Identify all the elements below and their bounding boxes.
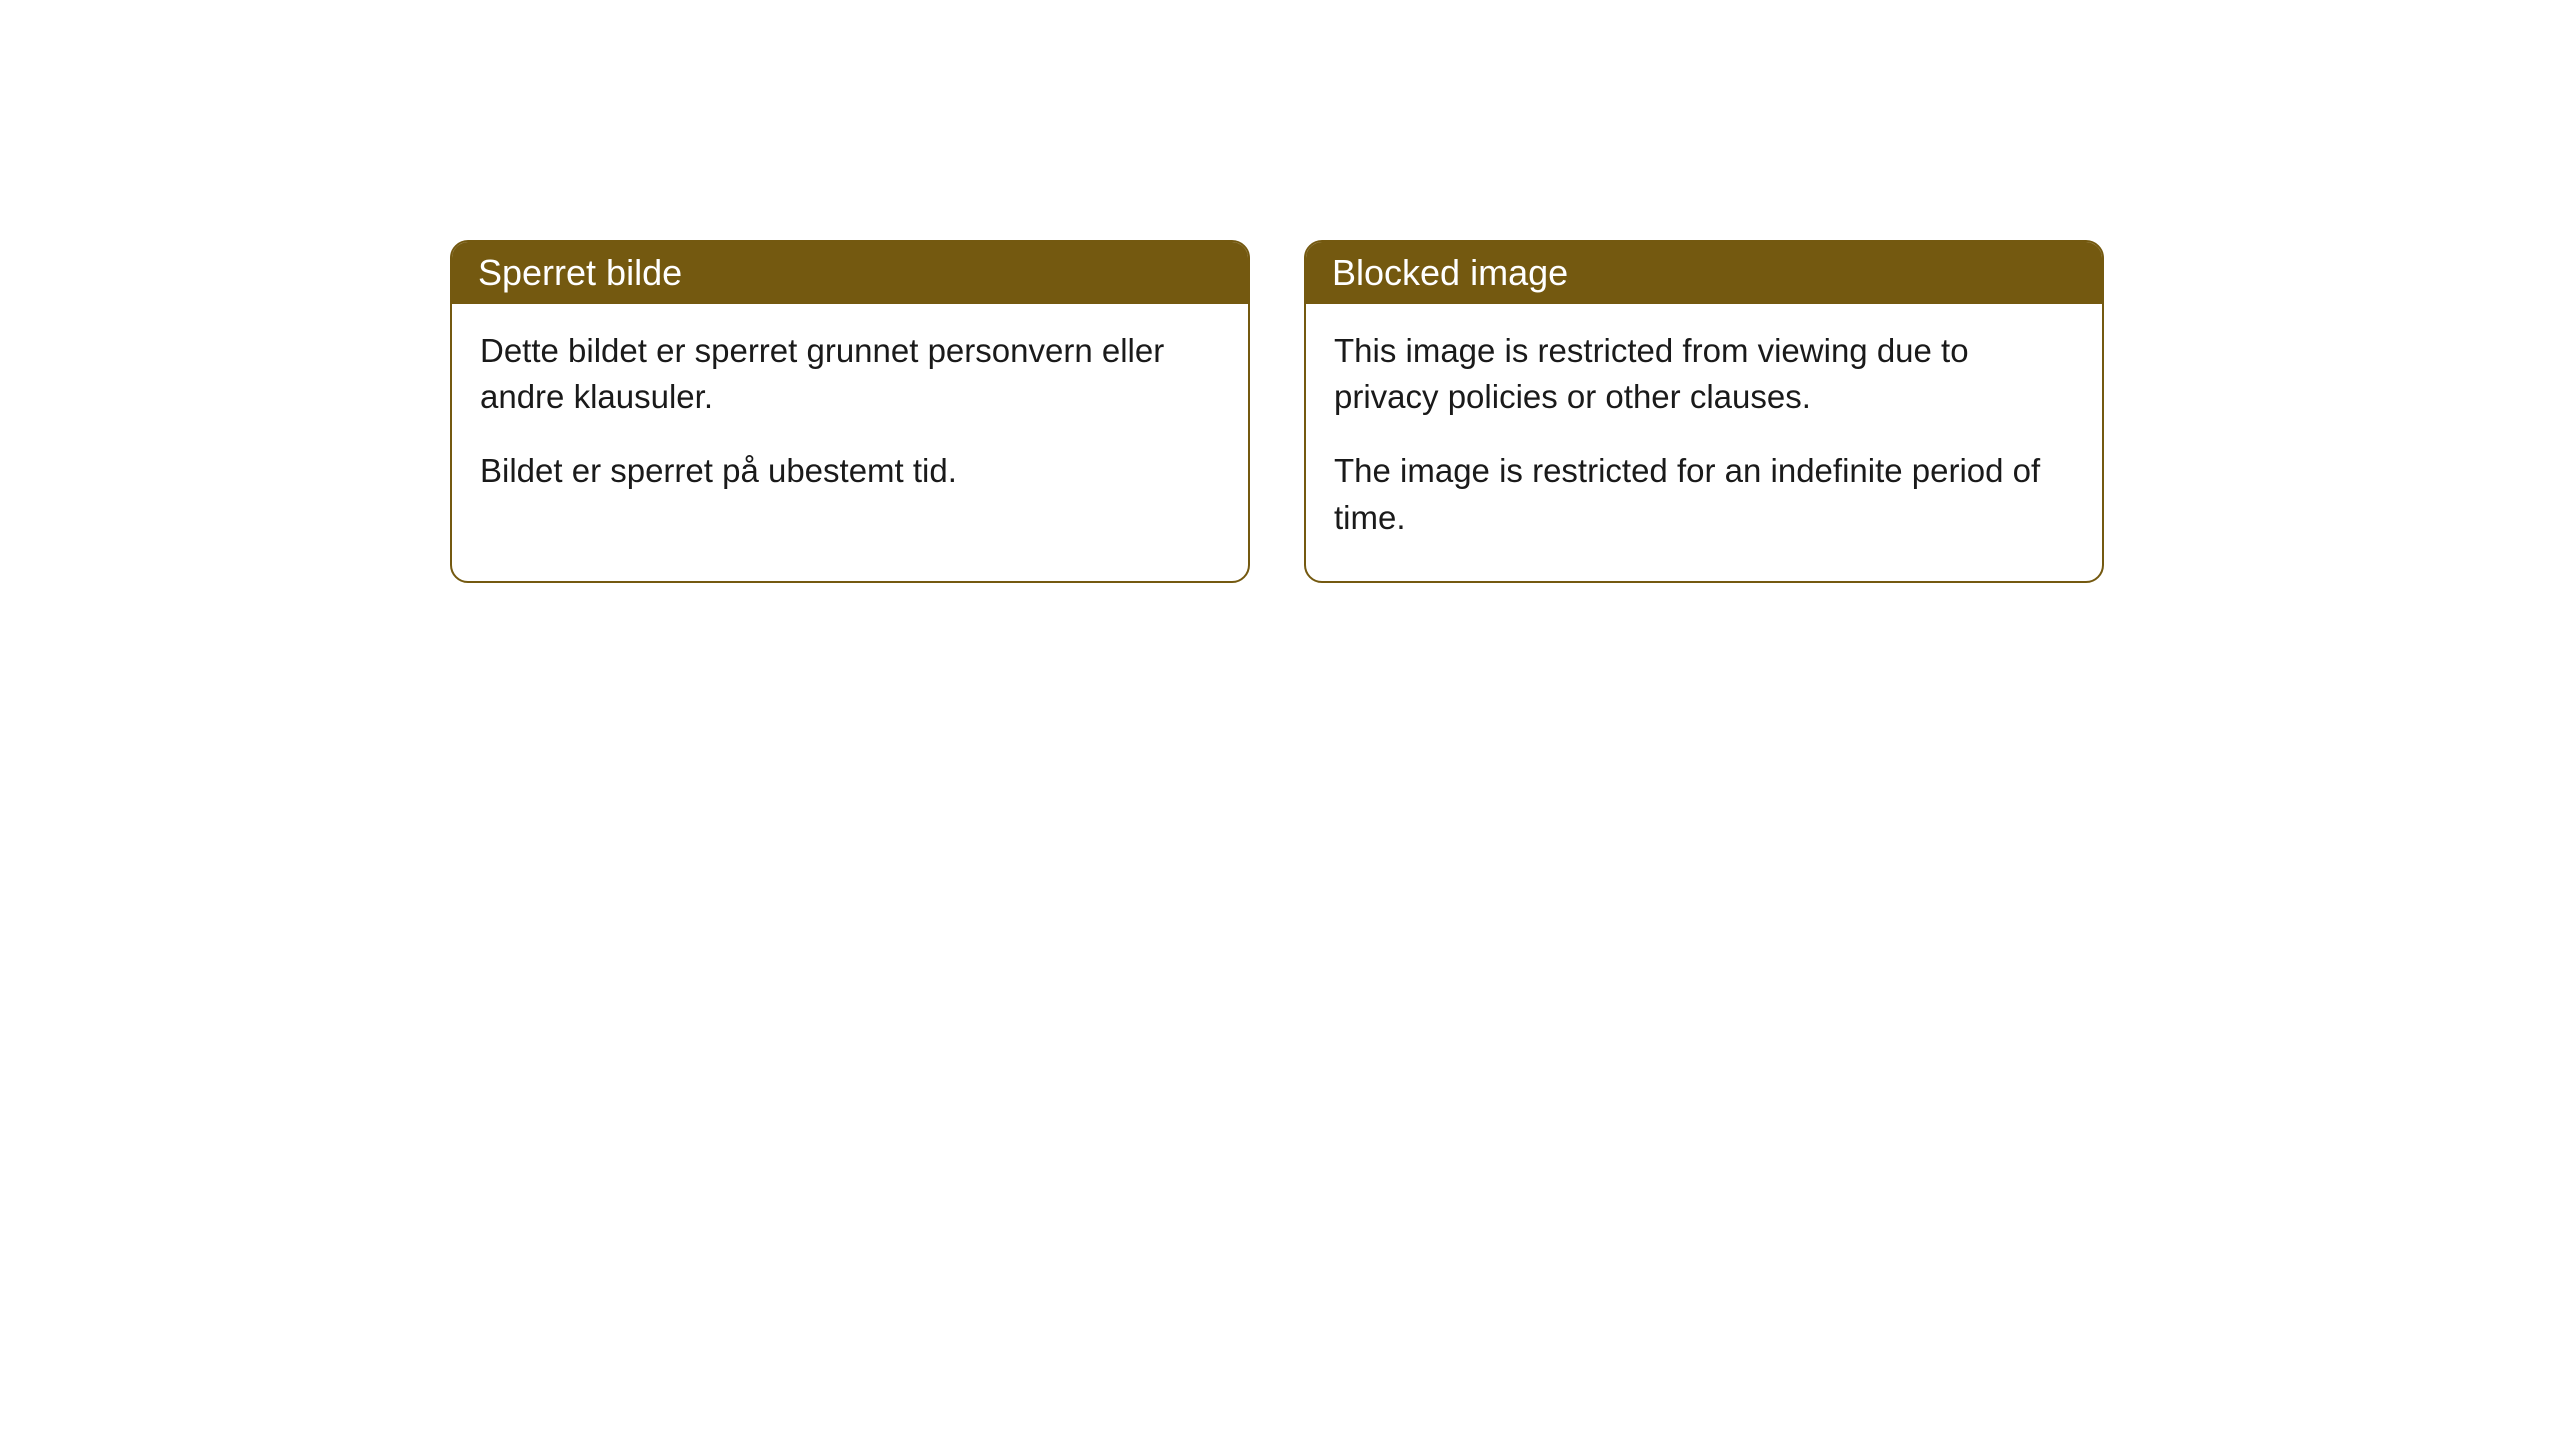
card-title-norwegian: Sperret bilde bbox=[478, 252, 682, 293]
card-body-english: This image is restricted from viewing du… bbox=[1306, 304, 2102, 581]
card-paragraph-1-english: This image is restricted from viewing du… bbox=[1334, 328, 2074, 420]
card-body-norwegian: Dette bildet er sperret grunnet personve… bbox=[452, 304, 1248, 535]
blocked-image-card-english: Blocked image This image is restricted f… bbox=[1304, 240, 2104, 583]
blocked-image-card-norwegian: Sperret bilde Dette bildet er sperret gr… bbox=[450, 240, 1250, 583]
card-paragraph-2-english: The image is restricted for an indefinit… bbox=[1334, 448, 2074, 540]
card-title-english: Blocked image bbox=[1332, 252, 1568, 293]
card-paragraph-2-norwegian: Bildet er sperret på ubestemt tid. bbox=[480, 448, 1220, 494]
card-header-english: Blocked image bbox=[1306, 242, 2102, 304]
card-header-norwegian: Sperret bilde bbox=[452, 242, 1248, 304]
card-paragraph-1-norwegian: Dette bildet er sperret grunnet personve… bbox=[480, 328, 1220, 420]
notice-cards-container: Sperret bilde Dette bildet er sperret gr… bbox=[450, 240, 2560, 583]
